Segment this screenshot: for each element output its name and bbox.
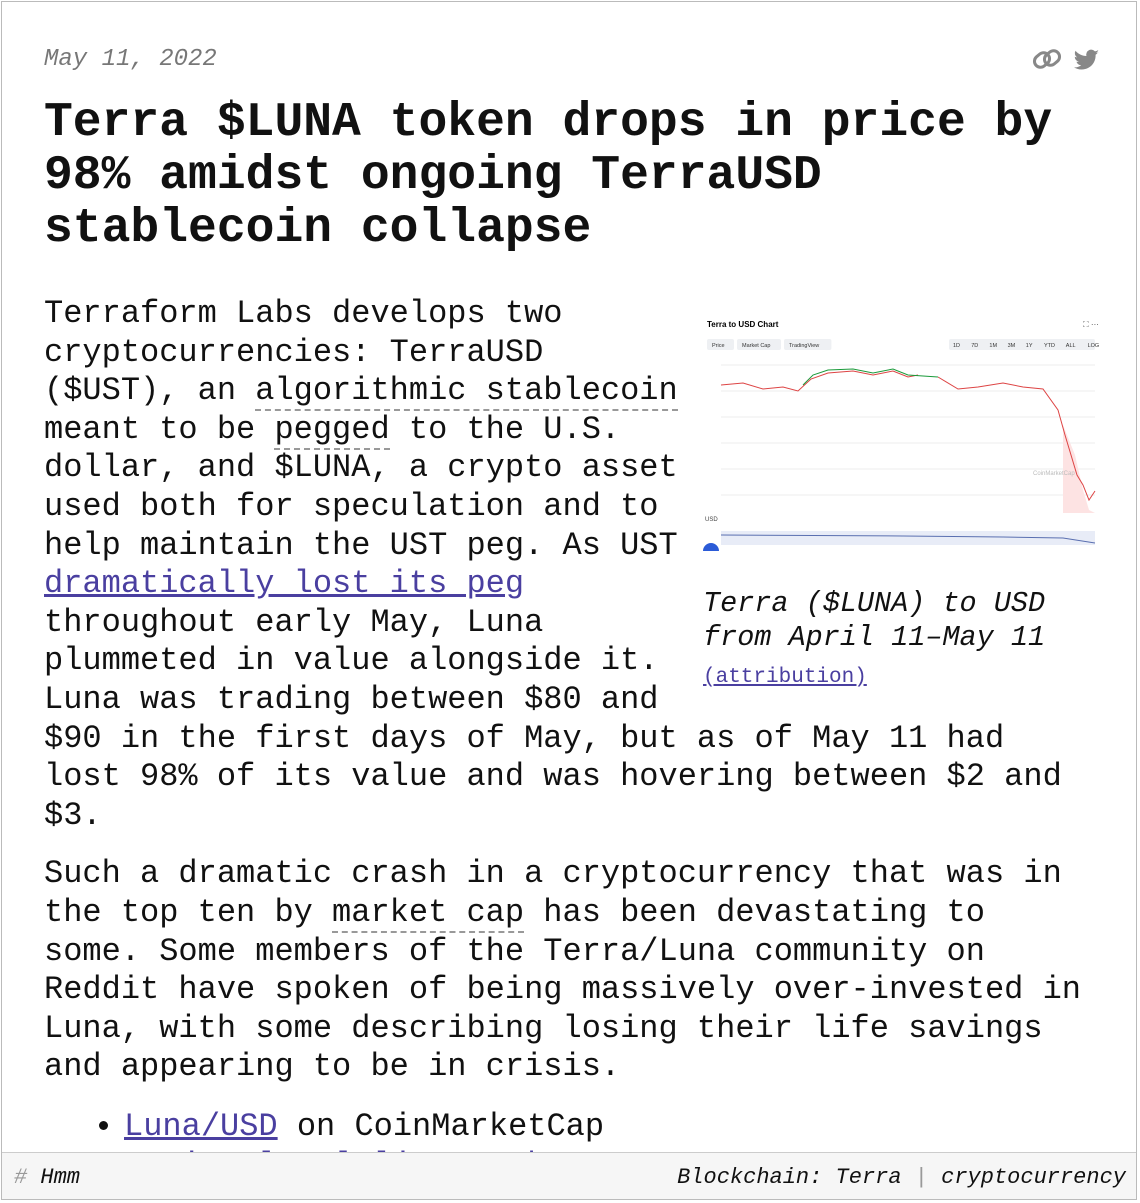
figure-caption: Terra ($LUNA) to USD from April 11–May 1… [703,587,1099,695]
footer-left: # Hmm [14,1165,80,1190]
range-label: 3M [1008,343,1016,349]
range-label: 1M [989,343,997,349]
link[interactable]: Luna/USD [124,1107,278,1145]
category[interactable]: Blockchain: Terra [677,1165,902,1190]
text: throughout early May, Luna plummeted in … [44,603,1062,834]
term[interactable]: market cap [332,893,525,933]
text: Such a dramatic crash in a cryptocurrenc… [44,855,1062,931]
term[interactable]: algorithmic stablecoin [255,372,678,412]
term[interactable]: pegged [274,410,390,450]
image-currency: USD [705,517,718,523]
range-label: 7D [971,343,978,349]
twitter-icon[interactable] [1074,49,1099,70]
post-body: Terra to USD Chart ⛶ ⋯ Price Market Cap Tr… [44,275,1099,1185]
post-title: Terra $LUNA token drops in price by 98% … [44,96,1053,256]
list-item: Luna/USD on CoinMarketCap [124,1107,1099,1146]
chart-image: Terra to USD Chart ⛶ ⋯ Price Market Cap Tr… [703,315,1099,559]
range-bar [949,339,1095,350]
tab-label: TradingView [789,343,819,349]
svg-text:⛶ ⋯: ⛶ ⋯ [1082,320,1099,329]
footer-right: Blockchain: Terra | cryptocurrency [677,1165,1126,1190]
paragraph: Such a dramatic crash in a cryptocurrenc… [44,855,1099,1087]
figure: Terra to USD Chart ⛶ ⋯ Price Market Cap Tr… [703,315,1099,695]
tab-button [784,339,832,350]
hash: # [14,1165,28,1190]
range-label: LOG [1088,343,1099,349]
tag[interactable]: Hmm [40,1165,81,1190]
link[interactable]: dramatically lost its peg [44,565,525,603]
tab-label: Market Cap [742,343,770,349]
text: to the U.S. dollar, and $LUNA, a crypto … [44,410,678,564]
range-label: 1Y [1026,343,1033,349]
tab-button [737,339,781,350]
image-watermark: CoinMarketCap [1033,471,1075,477]
range-label: 1D [953,343,960,349]
text: on CoinMarketCap [277,1107,605,1145]
footer: # Hmm Blockchain: Terra | cryptocurrency [2,1152,1136,1199]
post-date: May 11, 2022 [44,46,217,73]
tab-button [707,339,734,350]
topic[interactable]: cryptocurrency [941,1165,1126,1190]
link-icon[interactable] [1032,48,1062,69]
image-title: Terra to USD Chart [707,320,779,329]
attribution-link[interactable]: (attribution) [703,665,867,689]
text: meant to be [44,410,275,448]
text: has been devastating to some. Some membe… [44,893,1081,1086]
text: Terraform Labs develops two cryptocurren… [44,295,563,410]
caption-text: Terra ($LUNA) to USD from April 11–May 1… [703,586,1046,654]
separator: | [914,1165,928,1190]
range-label: ALL [1066,343,1076,349]
share-icons [1032,48,1099,70]
tab-label: Price [712,343,725,349]
range-label: YTD [1044,343,1055,349]
